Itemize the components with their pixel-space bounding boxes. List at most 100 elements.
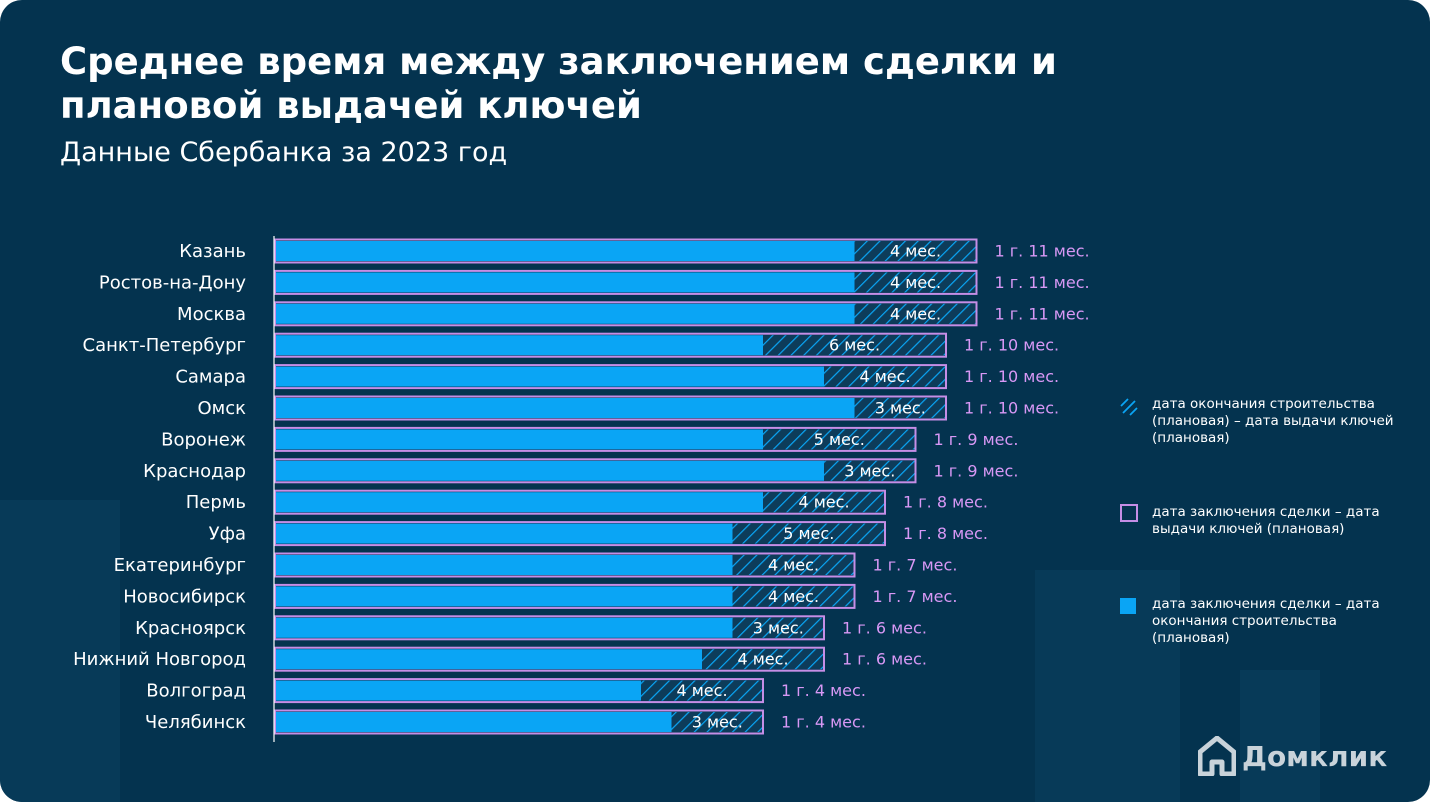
bar-construction [275, 586, 733, 607]
segment-label: 4 мес. [859, 367, 910, 386]
brand-name: Домклик [1242, 739, 1388, 773]
segment-label: 4 мес. [768, 587, 819, 606]
bar-keys-hatch [824, 366, 946, 387]
total-label: 1 г. 8 мес. [903, 493, 988, 512]
segment-label: 4 мес. [890, 304, 941, 323]
background-block [1035, 570, 1180, 802]
bar-keys-hatch [671, 712, 763, 732]
bar-keys-hatch [763, 492, 885, 513]
bar-keys-hatch [854, 398, 946, 418]
bar-keys-hatch [763, 335, 946, 356]
total-label: 1 г. 6 мес. [842, 650, 927, 669]
total-label: 1 г. 9 мес. [934, 430, 1019, 449]
category-label: Пермь [186, 492, 246, 513]
bar-construction [275, 398, 855, 418]
legend-label: дата заключения сделки – дата выдачи клю… [1152, 504, 1380, 537]
brand-logo: Домклик [1198, 734, 1387, 778]
bar-construction [275, 366, 824, 387]
segment-label: 6 мес. [829, 336, 880, 355]
chart-title: Среднее время между заключением сделки и… [60, 40, 1057, 127]
segment-label: 5 мес. [814, 430, 865, 449]
category-label: Воронеж [161, 429, 246, 450]
bar-total-outline [274, 615, 825, 641]
bar-construction [275, 712, 672, 732]
segment-label: 3 мес. [692, 713, 743, 732]
total-label: 1 г. 10 мес. [964, 367, 1059, 386]
category-label: Москва [177, 304, 246, 325]
bar-total-outline [274, 458, 917, 484]
bar-construction [275, 492, 763, 513]
bar-total-outline [274, 521, 886, 547]
background-block [1240, 670, 1320, 802]
legend-label: дата заключения сделки – дата окончания … [1152, 596, 1380, 646]
bar-keys-hatch [854, 303, 977, 324]
category-label: Челябинск [145, 712, 246, 733]
house-icon [1198, 736, 1236, 776]
segment-label: 4 мес. [768, 556, 819, 575]
bar-total-outline [274, 552, 856, 578]
total-label: 1 г. 11 мес. [995, 242, 1090, 261]
bar-total-outline [274, 426, 917, 452]
background-block [0, 500, 120, 802]
bar-keys-hatch [732, 555, 855, 575]
segment-label: 5 мес. [783, 524, 834, 543]
bar-keys-hatch [641, 680, 763, 701]
bar-total-outline [274, 301, 978, 327]
bar-total-outline [274, 583, 856, 609]
bar-construction [275, 303, 855, 324]
category-label: Нижний Новгород [73, 649, 246, 670]
bar-construction [275, 429, 763, 450]
bar-total-outline [274, 395, 947, 421]
bar-total-outline [274, 238, 978, 264]
bar-construction [275, 335, 763, 356]
segment-label: 4 мес. [798, 493, 849, 512]
bar-total-outline [274, 678, 764, 704]
bar-construction [275, 241, 855, 261]
total-label: 1 г. 11 мес. [995, 304, 1090, 323]
total-label: 1 г. 9 мес. [934, 461, 1019, 480]
category-label: Красноярск [135, 618, 246, 639]
segment-label: 3 мес. [753, 618, 804, 637]
bar-keys-hatch [702, 649, 824, 670]
outline-swatch-icon [1120, 504, 1138, 522]
bar-construction [275, 649, 702, 670]
bar-construction [275, 617, 733, 638]
bar-total-outline [274, 332, 947, 358]
bar-keys-hatch [854, 272, 977, 293]
bar-construction [275, 460, 824, 481]
bar-keys-hatch [824, 460, 916, 481]
bar-total-outline [274, 269, 978, 295]
category-label: Санкт-Петербург [83, 335, 246, 356]
chart-subtitle: Данные Сбербанка за 2023 год [60, 137, 508, 168]
category-label: Ростов-на-Дону [99, 272, 247, 293]
segment-label: 4 мес. [676, 681, 727, 700]
segment-label: 3 мес. [844, 461, 895, 480]
bar-total-outline [274, 364, 947, 390]
total-label: 1 г. 7 мес. [873, 556, 958, 575]
category-label: Екатеринбург [114, 555, 246, 576]
segment-label: 4 мес. [737, 650, 788, 669]
category-label: Уфа [209, 524, 246, 545]
segment-label: 4 мес. [890, 273, 941, 292]
total-label: 1 г. 4 мес. [781, 713, 866, 732]
bar-keys-hatch [763, 429, 916, 450]
total-label: 1 г. 6 мес. [842, 618, 927, 637]
bar-construction [275, 680, 641, 701]
solid-swatch-icon [1120, 598, 1136, 614]
total-label: 1 г. 11 мес. [995, 273, 1090, 292]
hatch-swatch-icon [1120, 398, 1138, 416]
total-label: 1 г. 8 мес. [903, 524, 988, 543]
total-label: 1 г. 10 мес. [964, 336, 1059, 355]
category-label: Новосибирск [123, 586, 246, 607]
segment-label: 4 мес. [890, 242, 941, 261]
category-label: Омск [197, 398, 246, 419]
total-label: 1 г. 10 мес. [964, 399, 1059, 418]
legend-label: дата окончания строительства (плановая) … [1152, 396, 1394, 446]
total-label: 1 г. 4 мес. [781, 681, 866, 700]
total-label: 1 г. 7 мес. [873, 587, 958, 606]
bar-total-outline [274, 489, 886, 515]
segment-label: 3 мес. [875, 399, 926, 418]
bar-keys-hatch [854, 241, 977, 261]
